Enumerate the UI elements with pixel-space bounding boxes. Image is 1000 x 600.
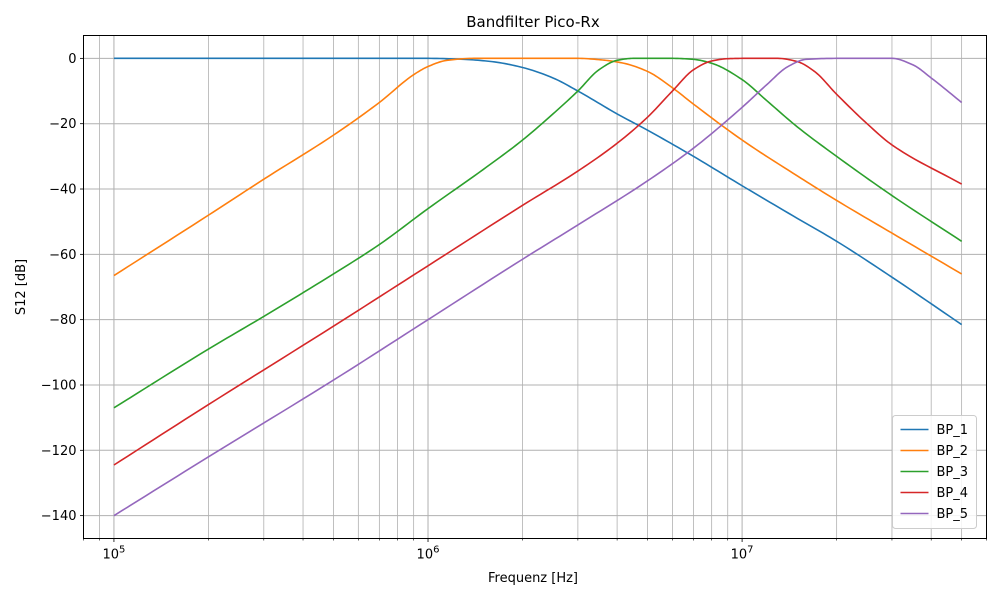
- series-line-bp-4: [113, 57, 963, 466]
- x-tick-label-exponent: 5: [119, 545, 125, 556]
- x-tick-label: 107: [731, 545, 754, 563]
- x-axis-title: Frequenz [Hz]: [488, 571, 578, 586]
- series-line-bp-5: [113, 57, 963, 517]
- x-tick-label: 105: [102, 545, 125, 563]
- x-tick-label-base: 10: [417, 548, 434, 563]
- legend-label: BP_4: [937, 486, 969, 501]
- y-tick-label: −20: [49, 117, 76, 132]
- legend: BP_1 BP_2 BP_3 BP_4 BP_5: [892, 415, 977, 529]
- series-line-bp-3: [113, 57, 963, 409]
- y-tick-label: 0: [68, 52, 76, 67]
- y-tick-label: −100: [41, 378, 77, 393]
- x-tick-label: 106: [417, 545, 440, 563]
- y-axis-title: S12 [dB]: [14, 259, 29, 315]
- series-line-bp-1: [113, 57, 963, 326]
- series-line-bp-2: [113, 57, 963, 277]
- y-tick-label: −40: [49, 183, 76, 198]
- y-tick-label: −80: [49, 313, 76, 328]
- y-tick-label: −60: [49, 248, 76, 263]
- legend-label: BP_3: [937, 465, 969, 480]
- series-layer: [113, 57, 963, 517]
- legend-label: BP_1: [937, 423, 969, 438]
- y-tick-label: −120: [41, 444, 77, 459]
- x-tick-label-exponent: 6: [433, 545, 439, 556]
- x-tick-label-base: 10: [731, 548, 748, 563]
- x-tick-label-base: 10: [102, 548, 119, 563]
- grid-lines: [83, 35, 987, 539]
- x-tick-label-exponent: 7: [747, 545, 753, 556]
- chart-title: Bandfilter Pico-Rx: [466, 13, 600, 31]
- legend-box: [892, 415, 977, 529]
- legend-label: BP_2: [937, 444, 969, 459]
- y-tick-label: −140: [41, 509, 77, 524]
- legend-label: BP_5: [937, 507, 969, 522]
- plot-frame: [83, 35, 987, 539]
